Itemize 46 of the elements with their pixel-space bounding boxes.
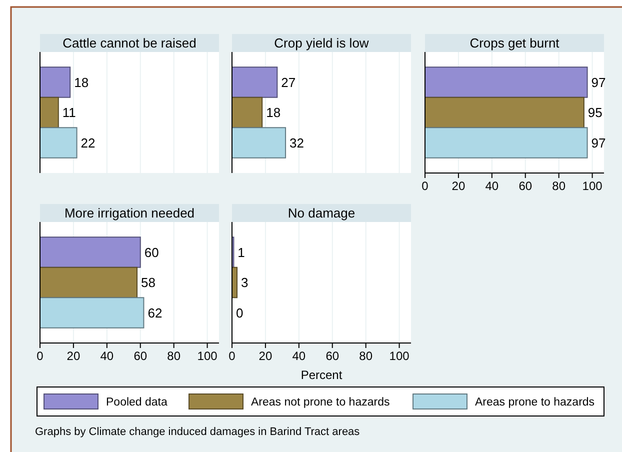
data-label: 11 — [62, 105, 76, 120]
data-label: 62 — [148, 305, 162, 320]
bar — [40, 236, 141, 268]
x-tick-label: 60 — [326, 349, 340, 363]
x-tick-label: 80 — [167, 349, 181, 363]
x-tick-label: 20 — [452, 179, 466, 193]
x-tick-label: 100 — [389, 349, 410, 363]
x-tick-label: 20 — [66, 349, 80, 363]
x-tick-label: 60 — [518, 179, 532, 193]
data-label: 18 — [74, 74, 89, 90]
bar — [40, 266, 138, 298]
x-tick-label: 80 — [359, 349, 373, 363]
x-tick-label: 80 — [552, 179, 566, 193]
x-tick-label: 0 — [422, 179, 429, 193]
chart-title: More irrigation needed — [64, 206, 195, 221]
data-label: 95 — [588, 105, 602, 120]
x-tick-label: 0 — [228, 349, 236, 363]
bar — [40, 297, 144, 328]
legend-label: Areas not prone to hazards — [251, 396, 390, 409]
data-label: 1 — [238, 244, 245, 260]
x-tick-label: 40 — [292, 349, 306, 363]
chart-title: No damage — [288, 206, 356, 221]
data-label: 60 — [144, 244, 159, 260]
data-label: 27 — [281, 74, 296, 90]
chart-title: Crop yield is low — [274, 36, 370, 51]
legend-label: Areas prone to hazards — [475, 396, 595, 409]
x-tick-label: 40 — [485, 179, 499, 193]
data-label: 58 — [141, 275, 156, 290]
x-axis-title: Percent — [300, 368, 343, 382]
chart-title: Crops get burnt — [470, 36, 560, 51]
data-label: 18 — [266, 105, 281, 120]
x-tick-label: 60 — [134, 349, 148, 363]
legend-label: Pooled data — [106, 396, 168, 409]
data-label: 32 — [290, 135, 304, 150]
data-label: 22 — [80, 135, 96, 150]
x-tick-label: 100 — [197, 349, 218, 363]
data-label: 3 — [241, 275, 248, 290]
chart-title: Cattle cannot be raised — [62, 36, 196, 51]
data-label: 97 — [591, 135, 606, 150]
x-tick-label: 20 — [258, 349, 272, 363]
text: Graphs by Climate change induced damages in Barind Tract areas — [35, 426, 360, 438]
data-label: 97 — [591, 74, 606, 90]
x-tick-label: 100 — [582, 179, 603, 193]
data-label: 0 — [236, 305, 244, 320]
x-tick-label: 40 — [100, 349, 114, 363]
x-tick-label: 0 — [36, 349, 44, 363]
